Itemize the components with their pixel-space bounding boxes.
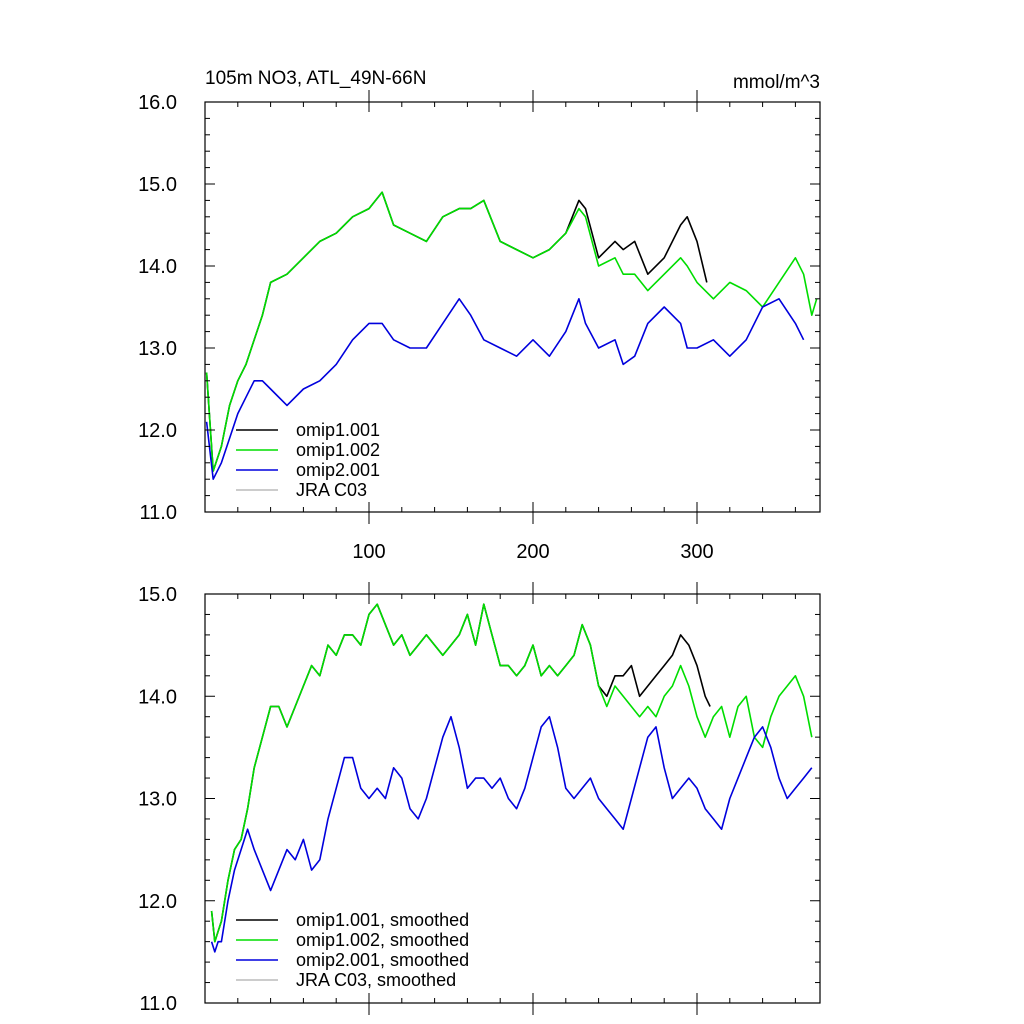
bottom-legend-label: JRA C03, smoothed [296, 970, 456, 990]
bottom-y-tick-label: 12.0 [138, 891, 177, 913]
top-panel: 105m NO3, ATL_49N-66N mmol/m^3 11.012.01… [138, 68, 821, 563]
top-series-line-2 [205, 298, 805, 480]
top-y-tick-label: 13.0 [138, 338, 177, 360]
top-legend-label: JRA C03 [296, 480, 367, 500]
chart-title: 105m NO3, ATL_49N-66N [205, 68, 426, 89]
top-legend-label: omip1.002 [296, 440, 380, 460]
top-y-tick-label: 15.0 [138, 174, 177, 196]
bottom-legend-label: omip1.002, smoothed [296, 930, 469, 950]
top-y-tick-label: 16.0 [138, 92, 177, 114]
bottom-series-line-1 [210, 603, 813, 943]
bottom-panel: 11.0 12.0 13.0 14.0 15.0 omip1.001, smoothed… [138, 582, 821, 1015]
bottom-y-tick-label: 14.0 [138, 686, 177, 708]
top-y-tick-label: 11.0 [140, 502, 177, 524]
top-series-line-1 [205, 191, 818, 472]
top-y-tick-label: 12.0 [138, 420, 177, 442]
top-axes: 11.0 12.0 13.0 14.0 15.0 16.0 100 200 300 [138, 90, 821, 563]
bottom-legend-label: omip1.001, smoothed [296, 910, 469, 930]
top-x-tick-label: 200 [516, 541, 549, 563]
bottom-y-tick-label: 13.0 [138, 789, 177, 811]
top-plot-frame [204, 101, 821, 513]
bottom-y-tick-label: 11.0 [140, 993, 177, 1015]
top-legend-label: omip1.001 [296, 420, 380, 440]
bottom-series-lines [210, 603, 813, 953]
bottom-series-line-0 [210, 603, 711, 943]
top-y-tick-label: 14.0 [138, 256, 177, 278]
bottom-series-line-2 [210, 715, 813, 953]
top-x-tick-label: 100 [352, 541, 385, 563]
top-series-line-0 [205, 191, 708, 472]
bottom-axes: 11.0 12.0 13.0 14.0 15.0 [138, 582, 821, 1015]
bottom-legend-label: omip2.001, smoothed [296, 950, 469, 970]
bottom-y-tick-label: 15.0 [138, 584, 177, 606]
top-legend-label: omip2.001 [296, 460, 380, 480]
units-label: mmol/m^3 [733, 72, 820, 93]
top-x-tick-label: 300 [680, 541, 713, 563]
top-series-lines [205, 191, 818, 480]
